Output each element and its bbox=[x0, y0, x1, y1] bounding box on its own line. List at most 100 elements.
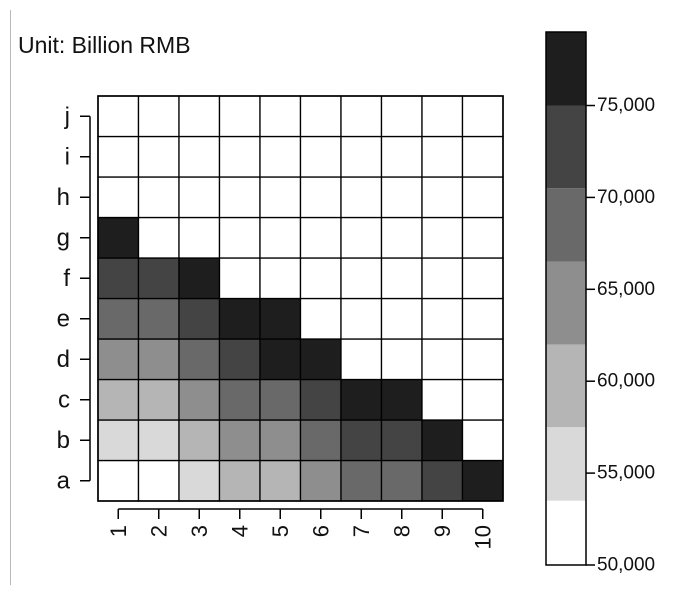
heatmap-cell-b-3 bbox=[178, 419, 221, 462]
colorbar-segment-1 bbox=[546, 500, 586, 565]
heatmap-cell-h-10 bbox=[461, 176, 504, 219]
heatmap-cell-d-4 bbox=[218, 338, 261, 381]
y-tick-label-h: h bbox=[57, 184, 70, 211]
colorbar-tick-label-75000: 75,000 bbox=[597, 95, 655, 116]
heatmap-cell-g-6 bbox=[299, 216, 342, 259]
heatmap-cell-e-8 bbox=[380, 297, 423, 340]
heatmap-cell-g-5 bbox=[259, 216, 302, 259]
heatmap-cell-f-4 bbox=[218, 257, 261, 300]
heatmap-cell-i-7 bbox=[340, 135, 383, 178]
x-tick-label-6: 6 bbox=[308, 525, 333, 537]
heatmap-cell-d-3 bbox=[178, 338, 221, 381]
unit-label: Unit: Billion RMB bbox=[18, 32, 191, 58]
colorbar: 50,000 55,000 60,000 65,000 70,000 75,000 bbox=[545, 31, 655, 576]
colorbar-tick-label-70000: 70,000 bbox=[597, 187, 655, 208]
heatmap-cell-j-7 bbox=[340, 95, 383, 138]
heatmap-cell-a-4 bbox=[218, 459, 261, 502]
heatmap-cell-i-5 bbox=[259, 135, 302, 178]
heatmap-cell-i-3 bbox=[178, 135, 221, 178]
heatmap-cell-i-10 bbox=[461, 135, 504, 178]
heatmap-cell-h-7 bbox=[340, 176, 383, 219]
colorbar-tick-label-55000: 55,000 bbox=[597, 463, 655, 484]
heatmap-cell-i-4 bbox=[218, 135, 261, 178]
heatmap-cell-i-2 bbox=[137, 135, 180, 178]
heatmap-cell-j-2 bbox=[137, 95, 180, 138]
y-tick-label-f: f bbox=[63, 265, 70, 292]
heatmap-cell-c-6 bbox=[299, 378, 342, 421]
heatmap-cell-g-10 bbox=[461, 216, 504, 259]
heatmap-cell-f-10 bbox=[461, 257, 504, 300]
heatmap-cell-g-9 bbox=[421, 216, 464, 259]
heatmap-cell-i-1 bbox=[97, 135, 140, 178]
heatmap-cell-h-3 bbox=[178, 176, 221, 219]
heatmap-cell-h-8 bbox=[380, 176, 423, 219]
heatmap-cell-e-9 bbox=[421, 297, 464, 340]
heatmap-cell-c-10 bbox=[461, 378, 504, 421]
x-tick-label-9: 9 bbox=[430, 525, 455, 537]
heatmap-cell-b-4 bbox=[218, 419, 261, 462]
heatmap-cell-d-10 bbox=[461, 338, 504, 381]
heatmap-cell-f-8 bbox=[380, 257, 423, 300]
heatmap-cell-f-1 bbox=[97, 257, 140, 300]
heatmap-cell-f-6 bbox=[299, 257, 342, 300]
x-tick-label-8: 8 bbox=[389, 525, 414, 537]
y-tick-label-j: j bbox=[64, 103, 70, 130]
colorbar-tick-label-60000: 60,000 bbox=[597, 371, 655, 392]
heatmap-cell-b-1 bbox=[97, 419, 140, 462]
heatmap-cell-e-2 bbox=[137, 297, 180, 340]
heatmap-cell-d-8 bbox=[380, 338, 423, 381]
heatmap-cell-j-5 bbox=[259, 95, 302, 138]
heatmap-cell-j-3 bbox=[178, 95, 221, 138]
heatmap-cell-c-5 bbox=[259, 378, 302, 421]
colorbar-segment-5 bbox=[546, 188, 586, 262]
heatmap-frame bbox=[97, 95, 504, 502]
heatmap-cell-j-8 bbox=[380, 95, 423, 138]
heatmap-cell-c-7 bbox=[340, 378, 383, 421]
y-tick-label-c: c bbox=[58, 386, 70, 413]
x-tick-label-2: 2 bbox=[146, 525, 171, 537]
heatmap-cell-c-9 bbox=[421, 378, 464, 421]
heatmap-cell-g-2 bbox=[137, 216, 180, 259]
heatmap-cell-i-6 bbox=[299, 135, 342, 178]
heatmap-cell-a-7 bbox=[340, 459, 383, 502]
y-tick-label-b: b bbox=[57, 427, 70, 454]
y-tick-label-a: a bbox=[57, 467, 71, 494]
heatmap-cell-e-4 bbox=[218, 297, 261, 340]
colorbar-segment-6 bbox=[546, 105, 586, 189]
heatmap-cell-j-1 bbox=[97, 95, 140, 138]
heatmap-cell-h-4 bbox=[218, 176, 261, 219]
heatmap-cell-e-3 bbox=[178, 297, 221, 340]
x-tick-label-4: 4 bbox=[227, 525, 252, 537]
y-tick-label-d: d bbox=[57, 346, 70, 373]
heatmap-cell-b-9 bbox=[421, 419, 464, 462]
heatmap-cell-e-10 bbox=[461, 297, 504, 340]
heatmap-cell-j-9 bbox=[421, 95, 464, 138]
heatmap-cell-g-3 bbox=[178, 216, 221, 259]
heatmap-cell-a-9 bbox=[421, 459, 464, 502]
heatmap-cell-d-7 bbox=[340, 338, 383, 381]
heatmap-cell-c-3 bbox=[178, 378, 221, 421]
x-tick-label-3: 3 bbox=[187, 525, 212, 537]
colorbar-segment-7 bbox=[546, 32, 586, 106]
heatmap-cell-d-9 bbox=[421, 338, 464, 381]
heatmap-cell-c-4 bbox=[218, 378, 261, 421]
heatmap-cell-a-10 bbox=[461, 459, 504, 502]
heatmap-cell-e-1 bbox=[97, 297, 140, 340]
heatmap-cell-a-1 bbox=[97, 459, 140, 502]
heatmap-cell-a-6 bbox=[299, 459, 342, 502]
heatmap-cell-f-2 bbox=[137, 257, 180, 300]
heatmap-cell-c-1 bbox=[97, 378, 140, 421]
heatmap-cell-e-7 bbox=[340, 297, 383, 340]
heatmap-cell-e-6 bbox=[299, 297, 342, 340]
heatmap-cell-a-5 bbox=[259, 459, 302, 502]
y-tick-label-i: i bbox=[65, 143, 70, 170]
heatmap-cells bbox=[97, 95, 504, 502]
y-tick-label-e: e bbox=[57, 305, 70, 332]
colorbar-segment-4 bbox=[546, 261, 586, 345]
x-tick-label-5: 5 bbox=[268, 525, 293, 537]
heatmap-cell-g-8 bbox=[380, 216, 423, 259]
heatmap-cell-a-2 bbox=[137, 459, 180, 502]
colorbar-frame bbox=[545, 31, 587, 566]
